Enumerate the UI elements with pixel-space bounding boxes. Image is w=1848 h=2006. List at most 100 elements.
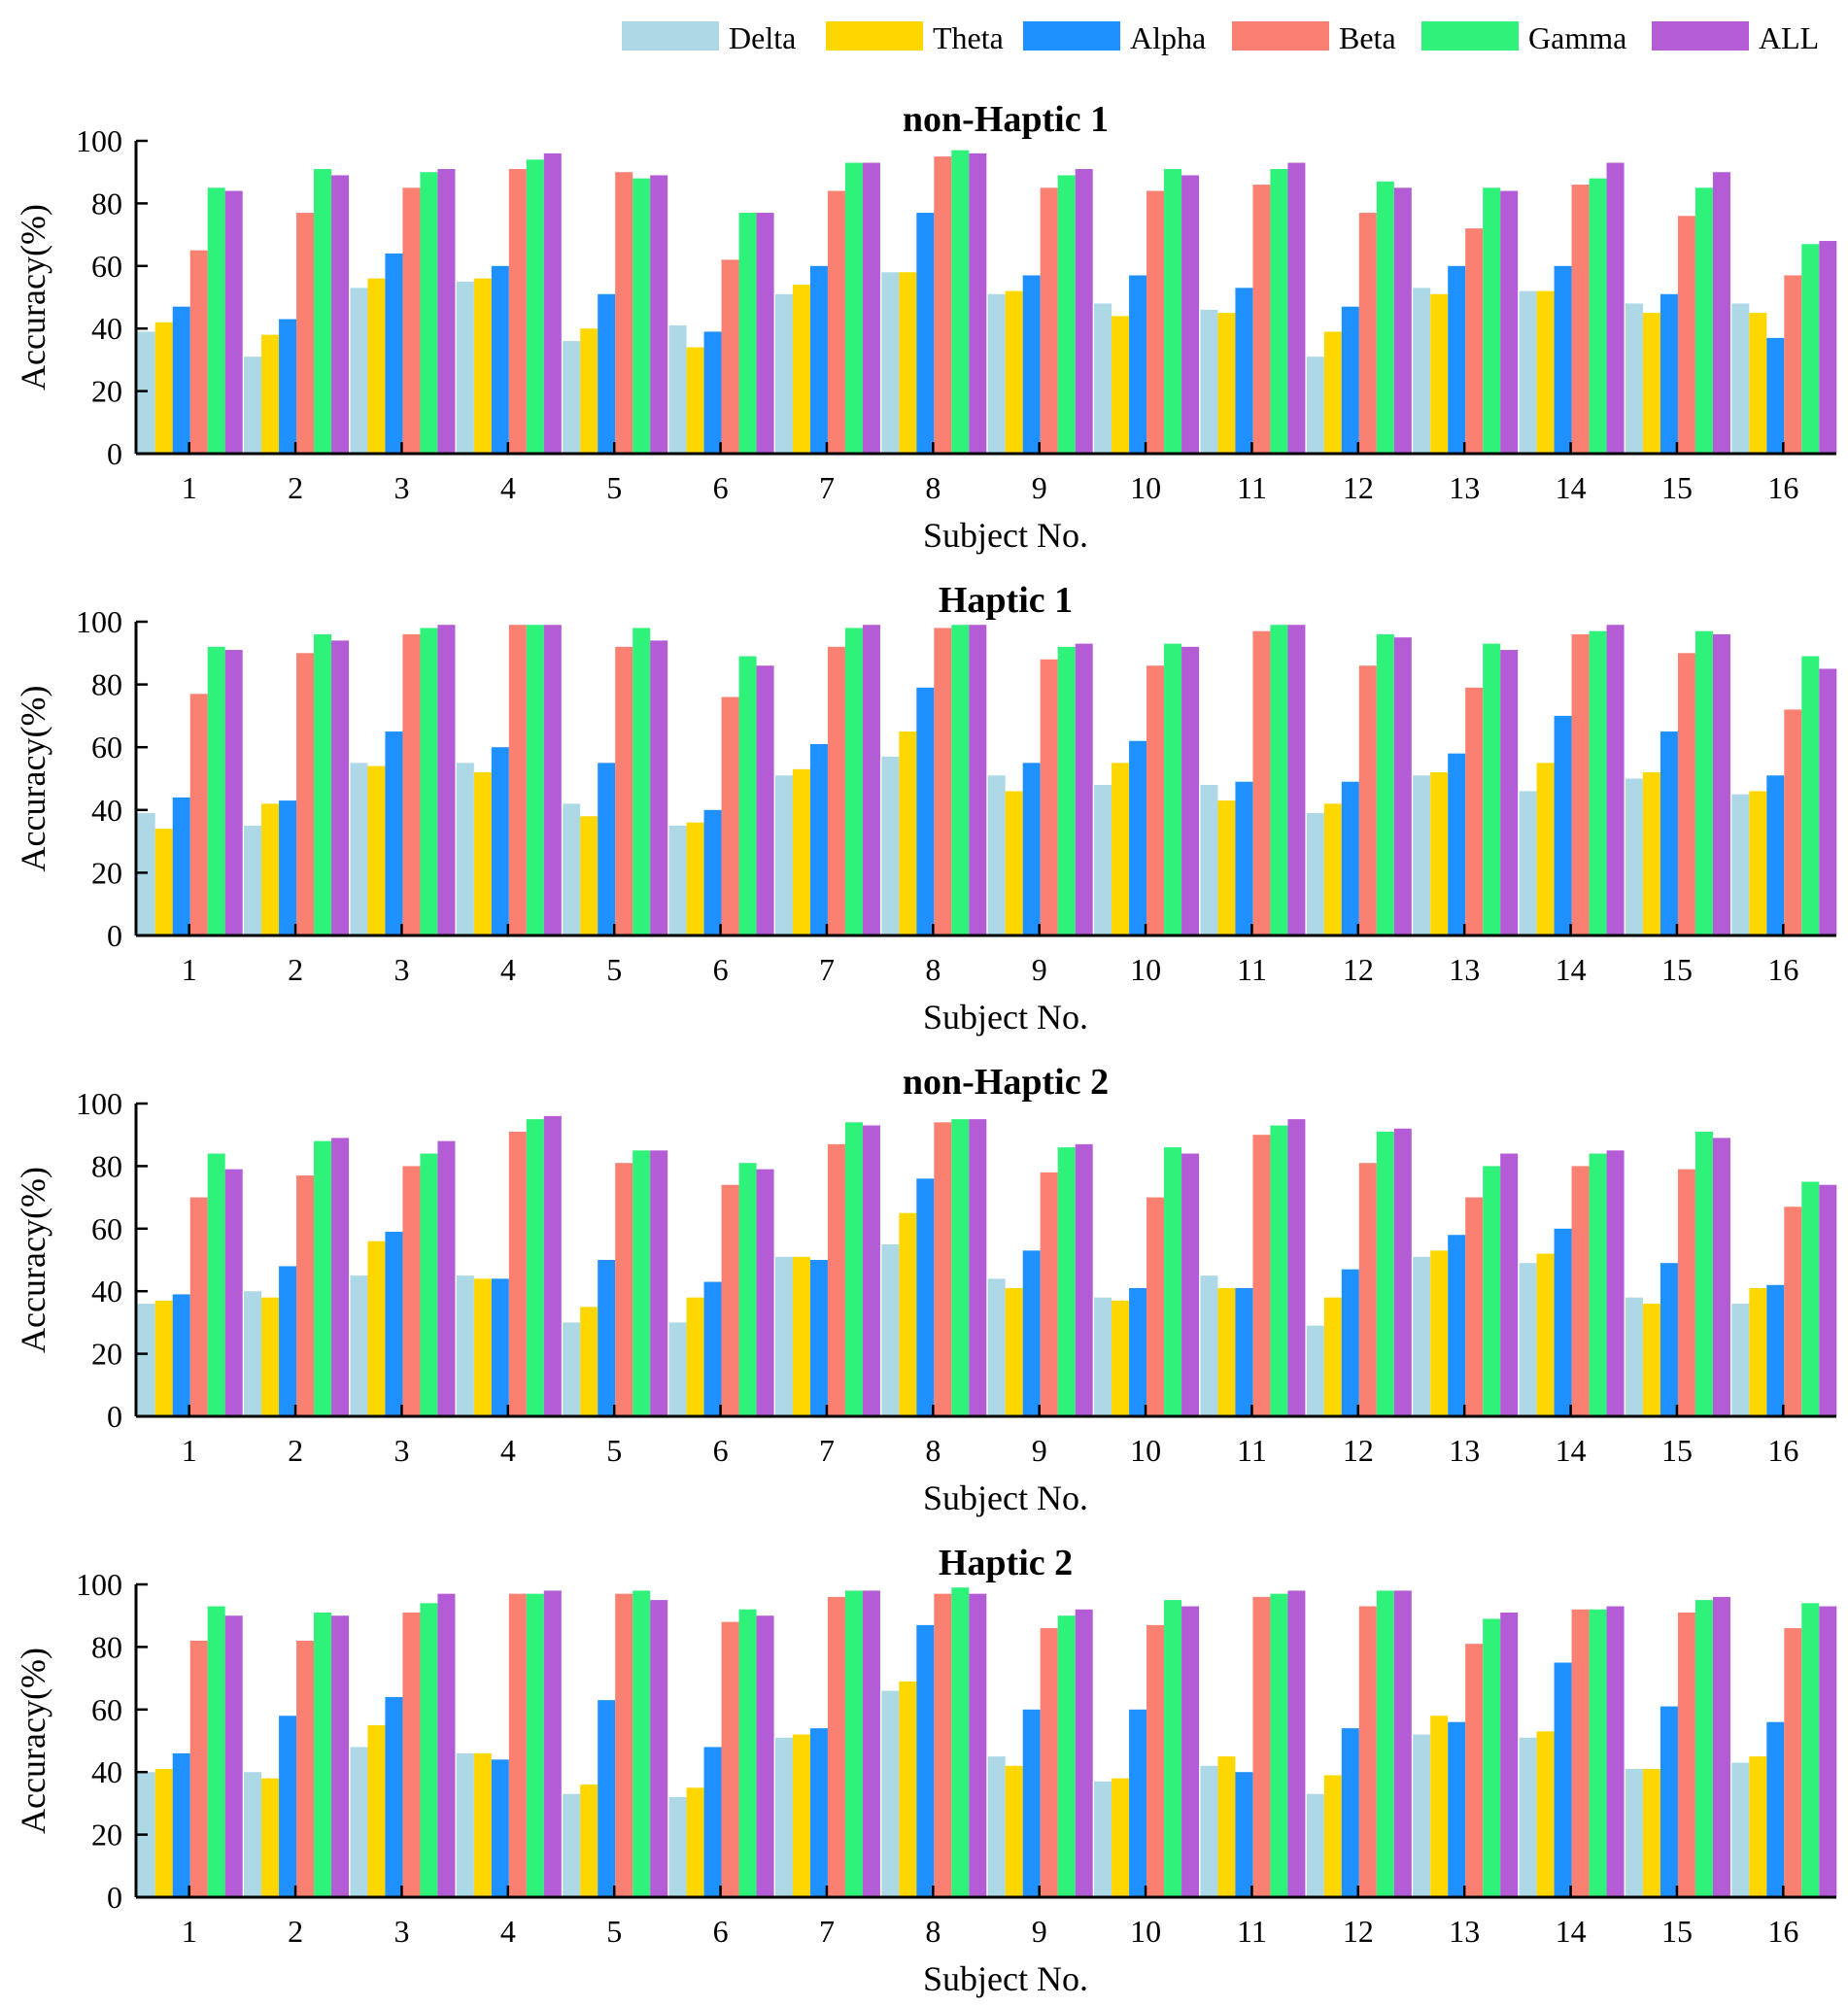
bar-delta-subject-14 bbox=[1519, 791, 1537, 935]
bar-gamma-subject-12 bbox=[1376, 1131, 1394, 1416]
bar-delta-subject-2 bbox=[244, 1291, 262, 1416]
bar-delta-subject-8 bbox=[881, 272, 900, 454]
x-tick-label: 9 bbox=[1032, 1914, 1047, 1949]
bar-alpha-subject-6 bbox=[703, 331, 722, 454]
bar-delta-subject-7 bbox=[774, 1737, 793, 1897]
legend-item-theta: Theta bbox=[826, 20, 1004, 55]
x-tick-label: 13 bbox=[1449, 470, 1480, 505]
panel-title: non-Haptic 1 bbox=[903, 99, 1109, 140]
bar-beta-subject-4 bbox=[508, 1131, 527, 1416]
x-tick-label: 10 bbox=[1130, 1433, 1161, 1468]
bar-theta-subject-12 bbox=[1323, 331, 1342, 454]
bar-all-subject-4 bbox=[543, 625, 562, 935]
panel-title: Haptic 1 bbox=[939, 580, 1073, 621]
bar-theta-subject-7 bbox=[792, 1734, 810, 1897]
bar-all-subject-1 bbox=[224, 190, 243, 454]
bar-delta-subject-2 bbox=[244, 357, 262, 454]
x-tick-label: 2 bbox=[288, 1914, 303, 1949]
bar-beta-subject-10 bbox=[1146, 1624, 1165, 1897]
bar-all-subject-7 bbox=[862, 1125, 880, 1416]
bar-all-subject-6 bbox=[756, 1615, 774, 1897]
bar-gamma-subject-7 bbox=[844, 162, 863, 455]
bar-delta-subject-11 bbox=[1200, 784, 1218, 935]
bar-alpha-subject-11 bbox=[1235, 1287, 1253, 1416]
bar-gamma-subject-14 bbox=[1589, 1153, 1607, 1416]
x-tick-label: 13 bbox=[1449, 952, 1480, 987]
bar-theta-subject-16 bbox=[1749, 1756, 1767, 1897]
x-tick-label: 4 bbox=[500, 1433, 516, 1468]
bar-all-subject-3 bbox=[437, 1593, 456, 1897]
bar-gamma-subject-11 bbox=[1270, 1593, 1288, 1897]
legend-label: ALL bbox=[1759, 20, 1819, 55]
bar-delta-subject-1 bbox=[137, 331, 155, 454]
bar-delta-subject-9 bbox=[987, 1278, 1006, 1416]
x-tick-label: 4 bbox=[500, 470, 516, 505]
bar-alpha-subject-13 bbox=[1448, 265, 1466, 454]
bar-delta-subject-16 bbox=[1731, 794, 1750, 935]
x-tick-label: 11 bbox=[1237, 952, 1267, 987]
bar-alpha-subject-12 bbox=[1341, 1728, 1359, 1897]
bar-all-subject-8 bbox=[969, 1119, 987, 1416]
bar-delta-subject-9 bbox=[987, 293, 1006, 454]
bar-theta-subject-4 bbox=[473, 278, 492, 454]
bar-gamma-subject-9 bbox=[1057, 175, 1076, 455]
bar-delta-subject-12 bbox=[1306, 1793, 1324, 1897]
bar-all-subject-10 bbox=[1181, 1606, 1200, 1897]
bar-all-subject-16 bbox=[1819, 1184, 1837, 1416]
bar-alpha-subject-12 bbox=[1341, 306, 1359, 454]
x-tick-label: 5 bbox=[606, 952, 622, 987]
bar-theta-subject-10 bbox=[1112, 763, 1130, 935]
bar-alpha-subject-10 bbox=[1129, 275, 1147, 454]
y-tick-label: 20 bbox=[91, 1337, 122, 1372]
bar-alpha-subject-10 bbox=[1129, 740, 1147, 935]
bar-beta-subject-14 bbox=[1571, 1609, 1590, 1897]
x-axis-title: Subject No. bbox=[923, 998, 1088, 1037]
bar-theta-subject-8 bbox=[899, 1212, 917, 1416]
bar-theta-subject-14 bbox=[1536, 763, 1555, 935]
bar-delta-subject-6 bbox=[668, 1322, 687, 1416]
y-tick-label: 40 bbox=[91, 1754, 122, 1789]
x-tick-label: 12 bbox=[1343, 1914, 1374, 1949]
y-tick-label: 60 bbox=[91, 1211, 122, 1246]
bar-alpha-subject-3 bbox=[385, 1232, 403, 1416]
bar-alpha-subject-16 bbox=[1766, 1721, 1785, 1897]
bar-theta-subject-14 bbox=[1536, 290, 1555, 454]
bar-all-subject-9 bbox=[1075, 168, 1093, 455]
bar-theta-subject-12 bbox=[1323, 1297, 1342, 1416]
bar-gamma-subject-12 bbox=[1376, 1590, 1394, 1897]
bar-gamma-subject-12 bbox=[1376, 633, 1394, 935]
bar-gamma-subject-2 bbox=[314, 168, 332, 455]
bar-gamma-subject-4 bbox=[526, 625, 544, 935]
bar-theta-subject-2 bbox=[261, 334, 280, 454]
bar-delta-subject-4 bbox=[456, 1275, 474, 1416]
bar-theta-subject-16 bbox=[1749, 1287, 1767, 1416]
x-tick-label: 6 bbox=[713, 1914, 729, 1949]
bar-gamma-subject-8 bbox=[951, 1119, 970, 1416]
bar-beta-subject-9 bbox=[1040, 187, 1058, 455]
bar-delta-subject-13 bbox=[1413, 288, 1431, 454]
bar-delta-subject-7 bbox=[774, 1256, 793, 1416]
bar-gamma-subject-15 bbox=[1694, 630, 1713, 935]
x-tick-label: 13 bbox=[1449, 1433, 1480, 1468]
bar-alpha-subject-3 bbox=[385, 731, 403, 935]
bar-beta-subject-7 bbox=[827, 1596, 845, 1897]
y-tick-label: 40 bbox=[91, 793, 122, 828]
y-tick-label: 100 bbox=[76, 123, 122, 158]
bar-theta-subject-5 bbox=[580, 1785, 599, 1897]
x-tick-label: 4 bbox=[500, 1914, 516, 1949]
y-axis-title: Accuracy(%) bbox=[14, 686, 52, 872]
x-tick-label: 14 bbox=[1556, 1914, 1587, 1949]
x-tick-label: 6 bbox=[713, 952, 729, 987]
bar-gamma-subject-2 bbox=[314, 1140, 332, 1416]
bar-all-subject-4 bbox=[543, 153, 562, 454]
bar-delta-subject-6 bbox=[668, 1796, 687, 1897]
bar-beta-subject-10 bbox=[1146, 665, 1165, 935]
bar-beta-subject-10 bbox=[1146, 190, 1165, 454]
bar-theta-subject-15 bbox=[1642, 1304, 1660, 1416]
x-tick-label: 2 bbox=[288, 1433, 303, 1468]
bar-alpha-subject-4 bbox=[491, 1278, 509, 1416]
bar-theta-subject-5 bbox=[580, 816, 599, 935]
